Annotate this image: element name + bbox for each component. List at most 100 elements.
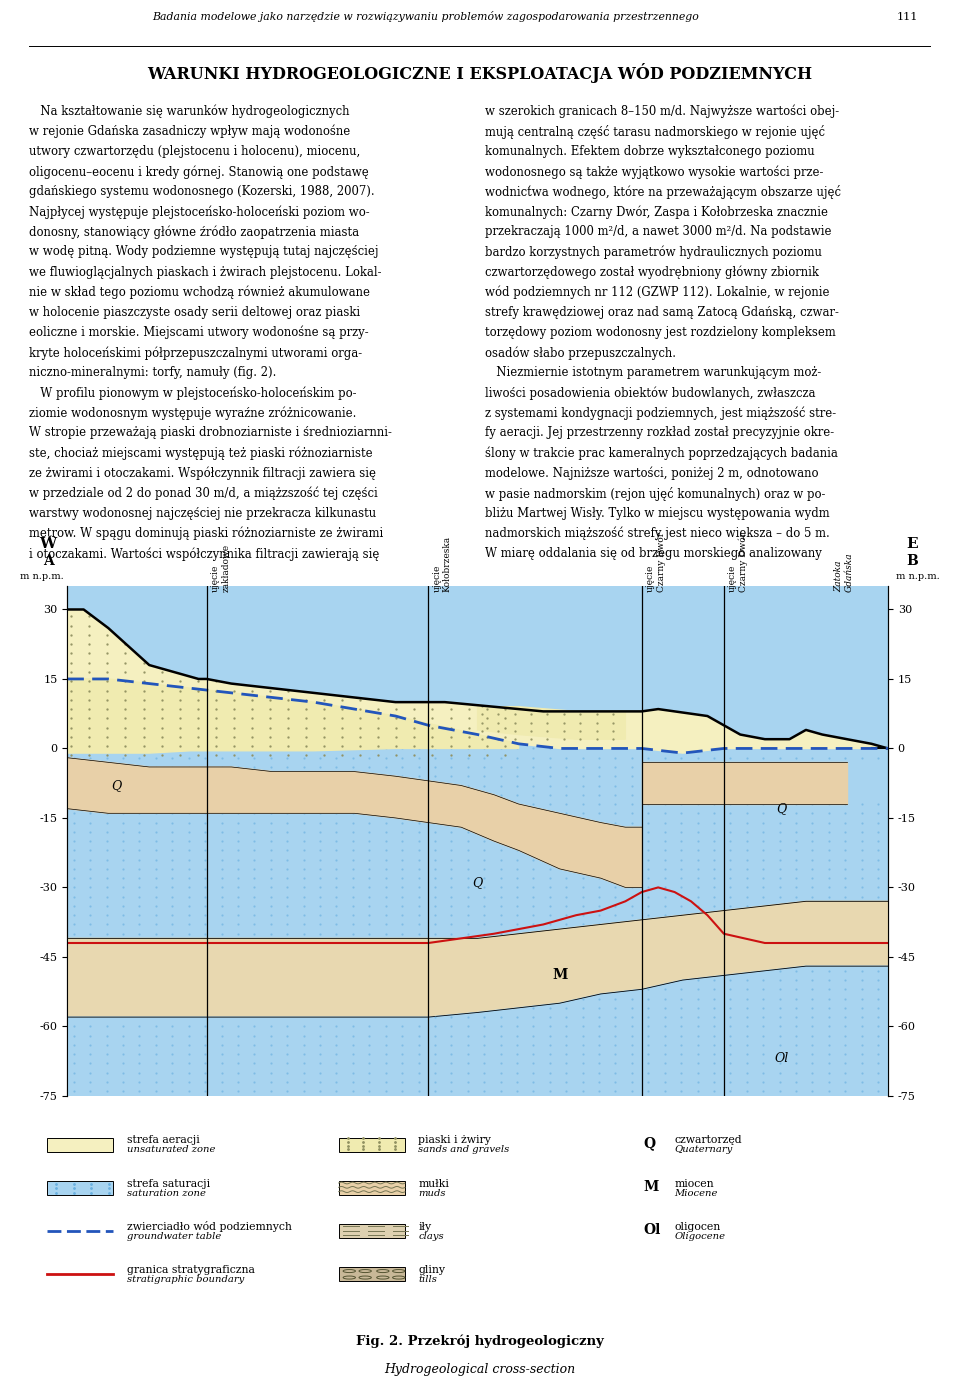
Text: mułki: mułki <box>419 1178 449 1188</box>
Text: sands and gravels: sands and gravels <box>419 1146 510 1154</box>
Text: unsaturated zone: unsaturated zone <box>127 1146 215 1154</box>
Text: strefy krawędziowej oraz nad samą Zatocą Gdańską, czwar-: strefy krawędziowej oraz nad samą Zatocą… <box>485 306 839 318</box>
Text: wód podziemnych nr 112 (GZWP 112). Lokalnie, w rejonie: wód podziemnych nr 112 (GZWP 112). Lokal… <box>485 286 829 299</box>
Text: wodonosnego są także wyjątkowo wysokie wartości prze-: wodonosnego są także wyjątkowo wysokie w… <box>485 165 823 179</box>
Text: Zatoka
Gdańska: Zatoka Gdańska <box>834 553 854 592</box>
Text: Na kształtowanie się warunków hydrogeologicznych: Na kształtowanie się warunków hydrogeolo… <box>29 105 349 119</box>
Polygon shape <box>67 610 888 752</box>
Polygon shape <box>67 758 642 888</box>
Text: M: M <box>643 1180 659 1194</box>
Text: B: B <box>906 554 918 568</box>
Text: gliny: gliny <box>419 1265 445 1275</box>
Text: gdańskiego systemu wodonosnego (Kozerski, 1988, 2007).: gdańskiego systemu wodonosnego (Kozerski… <box>29 186 374 198</box>
Text: Miocene: Miocene <box>674 1189 718 1198</box>
Text: clays: clays <box>419 1233 444 1241</box>
Text: niczno-mineralnymi: torfy, namuły (fig. 2).: niczno-mineralnymi: torfy, namuły (fig. … <box>29 366 276 380</box>
Text: ze żwirami i otoczakami. Współczynnik filtracji zawiera się: ze żwirami i otoczakami. Współczynnik fi… <box>29 466 375 480</box>
Text: m n.p.m.: m n.p.m. <box>896 572 940 581</box>
Text: granica stratygraficzna: granica stratygraficzna <box>127 1265 254 1275</box>
Text: Oligocene: Oligocene <box>674 1233 726 1241</box>
Text: przekraczają 1000 m²/d, a nawet 3000 m²/d. Na podstawie: przekraczają 1000 m²/d, a nawet 3000 m²/… <box>485 225 831 239</box>
Text: komunalnych. Efektem dobrze wykształconego poziomu: komunalnych. Efektem dobrze wykształcone… <box>485 145 814 158</box>
Text: w szerokich granicach 8–150 m/d. Najwyższe wartości obej-: w szerokich granicach 8–150 m/d. Najwyżs… <box>485 105 839 119</box>
Text: i otoczakami. Wartości współczynnika filtracji zawierają się: i otoczakami. Wartości współczynnika fi… <box>29 547 379 561</box>
Text: wodnict́wa wodnego, które na przeważającym obszarze ujęć: wodnict́wa wodnego, które na przeważając… <box>485 186 841 200</box>
Text: torzędowy poziom wodonosny jest rozdzielony kompleksem: torzędowy poziom wodonosny jest rozdziel… <box>485 325 835 339</box>
Text: m n.p.m.: m n.p.m. <box>20 572 64 581</box>
Text: miocen: miocen <box>674 1178 714 1188</box>
Text: piaski i żwiry: piaski i żwiry <box>419 1135 492 1145</box>
Text: W stropie przeważają piaski drobnoziarniste i średnioziarnni-: W stropie przeważają piaski drobnoziarni… <box>29 426 392 440</box>
Text: osadów słabo przepuszczalnych.: osadów słabo przepuszczalnych. <box>485 346 676 360</box>
Text: modelowe. Najniższe wartości, poniżej 2 m, odnotowano: modelowe. Najniższe wartości, poniżej 2… <box>485 466 818 480</box>
Text: kryte holoceńskimi półprzepuszczalnymi utworami orga-: kryte holoceńskimi półprzepuszczalnymi … <box>29 346 362 360</box>
Text: Q: Q <box>777 803 786 815</box>
Text: tills: tills <box>419 1276 437 1284</box>
Text: strefa aeracji: strefa aeracji <box>127 1135 200 1145</box>
Text: 111: 111 <box>897 13 918 22</box>
Text: ujęcie
Czarny Dwór: ujęcie Czarny Dwór <box>728 532 748 592</box>
Text: eoliczne i morskie. Miejscami utwory wodonośne są przy-: eoliczne i morskie. Miejscami utwory wod… <box>29 325 369 339</box>
Text: Niezmiernie istotnym parametrem warunkującym moż-: Niezmiernie istotnym parametrem warunkuj… <box>485 366 821 380</box>
Text: w rejonie Gdańska zasadniczy wpływ mają wodonośne: w rejonie Gdańska zasadniczy wpływ mają … <box>29 124 350 138</box>
Text: Badania modelowe jako narzędzie w rozwiązywaniu problemów zagospodarowania przes: Badania modelowe jako narzędzie w rozwią… <box>153 11 699 22</box>
Text: nie w skład tego poziomu wchodzą również akumulowane: nie w skład tego poziomu wchodzą również… <box>29 286 370 299</box>
Bar <box>339 1138 405 1152</box>
Text: w przedziale od 2 do ponad 30 m/d, a miążzszość tej części: w przedziale od 2 do ponad 30 m/d, a mią… <box>29 487 377 500</box>
Text: oligocenu–eocenu i kredy górnej. Stanowią one podstawę: oligocenu–eocenu i kredy górnej. Stanowi… <box>29 165 369 179</box>
Text: muds: muds <box>419 1189 445 1198</box>
Text: Hydrogeological cross-section: Hydrogeological cross-section <box>384 1364 576 1376</box>
Text: Q: Q <box>472 877 483 889</box>
Text: ujęcie
Czarny Dwór: ujęcie Czarny Dwór <box>646 532 666 592</box>
Polygon shape <box>642 762 847 804</box>
Text: komunalnych: Czarny Dwór, Zaspa i Kołobrzeska znacznie: komunalnych: Czarny Dwór, Zaspa i Kołobr… <box>485 205 828 219</box>
Text: nadmorskich miąższość strefy jest nieco większa – do 5 m.: nadmorskich miąższość strefy jest niec… <box>485 528 829 540</box>
Text: czwartorzęd: czwartorzęd <box>674 1135 742 1145</box>
Polygon shape <box>67 966 888 1096</box>
Text: bliżu Martwej Wisły. Tylko w miejscu występowania wydm: bliżu Martwej Wisły. Tylko w miejscu wys… <box>485 507 829 519</box>
Text: utwory czwartorzędu (plejstocenu i holocenu), miocenu,: utwory czwartorzędu (plejstocenu i holoc… <box>29 145 360 158</box>
Bar <box>47 1181 113 1195</box>
Text: ślony w trakcie prac kameralnych poprzedzających badania: ślony w trakcie prac kameralnych poprze… <box>485 447 838 461</box>
Text: Ol: Ol <box>774 1053 788 1065</box>
Text: ujęcie
Kołobrzeska: ujęcie Kołobrzeska <box>432 536 452 592</box>
Text: Najpłycej występuje plejstoceńsko-holoceński poziom wo-: Najpłycej występuje plejstoceńsko-holoc… <box>29 205 370 219</box>
Bar <box>339 1224 405 1238</box>
Text: ujęcie
zakładowe: ujęcie zakładowe <box>211 544 230 592</box>
Text: Ol: Ol <box>643 1223 660 1237</box>
Text: liwości posadowienia obiektów budowlanych, zwłaszcza: liwości posadowienia obiektów budowlanyc… <box>485 387 815 399</box>
Polygon shape <box>67 678 518 752</box>
Text: metrow. W spągu dominują piaski różnoziarniste ze żwirami: metrow. W spągu dominują piaski różnozia… <box>29 528 383 540</box>
Text: donosny, stanowiący główne źródło zaopatrzenia miasta: donosny, stanowiący główne źródło zaopat… <box>29 225 359 239</box>
Text: iły: iły <box>419 1222 431 1231</box>
Text: W: W <box>39 537 57 551</box>
Bar <box>339 1268 405 1282</box>
Text: ste, chociaż miejscami występują też piaski różnoziarniste: ste, chociaż miejscami występują też pia… <box>29 447 372 461</box>
Text: saturation zone: saturation zone <box>127 1189 205 1198</box>
Polygon shape <box>478 706 625 740</box>
Text: W miarę oddalania się od brzegu morskiego analizowany: W miarę oddalania się od brzegu morskieg… <box>485 547 822 560</box>
Text: Quaternary: Quaternary <box>674 1146 732 1154</box>
Text: Fig. 2. Przekrój hydrogeologiczny: Fig. 2. Przekrój hydrogeologiczny <box>356 1335 604 1347</box>
Text: mują centralną część tarasu nadmorskiego w rejonie ujęć: mują centralną część tarasu nadmorskiego… <box>485 124 825 138</box>
Text: z systemami kondygnacji podziemnych, jest miąższość stre-: z systemami kondygnacji podziemnych, jes… <box>485 406 836 420</box>
Text: Q: Q <box>111 779 122 792</box>
Text: A: A <box>42 554 54 568</box>
Text: stratigraphic boundary: stratigraphic boundary <box>127 1276 244 1284</box>
Text: WARUNKI HYDROGEOLOGICZNE I EKSPLOATACJA WÓD PODZIEMNYCH: WARUNKI HYDROGEOLOGICZNE I EKSPLOATACJA … <box>148 63 812 84</box>
Text: E: E <box>906 537 918 551</box>
Bar <box>339 1181 405 1195</box>
Text: ziomie wodonosnym występuje wyraźne zróżnicowanie.: ziomie wodonosnym występuje wyraźne zróż… <box>29 406 356 420</box>
Text: w pasie nadmorskim (rejon ujęć komunalnych) oraz w po-: w pasie nadmorskim (rejon ujęć komunalny… <box>485 487 826 501</box>
Text: groundwater table: groundwater table <box>127 1233 221 1241</box>
Polygon shape <box>67 902 888 1018</box>
Text: strefa saturacji: strefa saturacji <box>127 1178 210 1188</box>
Text: zwierciadło wód podziemnych: zwierciadło wód podziemnych <box>127 1222 292 1233</box>
Text: we fluwioglącjalnych piaskach i żwirach plejstocenu. Lokal-: we fluwioglącjalnych piaskach i żwirach … <box>29 265 381 279</box>
Text: oligocen: oligocen <box>674 1222 721 1231</box>
Text: bardzo korzystnych parametrów hydraulicznych poziomu: bardzo korzystnych parametrów hydraulicz… <box>485 246 822 260</box>
Bar <box>47 1138 113 1152</box>
Text: w wodę pitną. Wody podziemne występują tutaj najczęściej: w wodę pitną. Wody podziemne występują t… <box>29 246 378 258</box>
Text: W profilu pionowym w plejstoceńsko-holoceńskim po-: W profilu pionowym w plejstoceńsko-holo… <box>29 387 356 399</box>
Text: warstwy wodonosnej najczęściej nie przekracza kilkunastu: warstwy wodonosnej najczęściej nie przek… <box>29 507 376 519</box>
